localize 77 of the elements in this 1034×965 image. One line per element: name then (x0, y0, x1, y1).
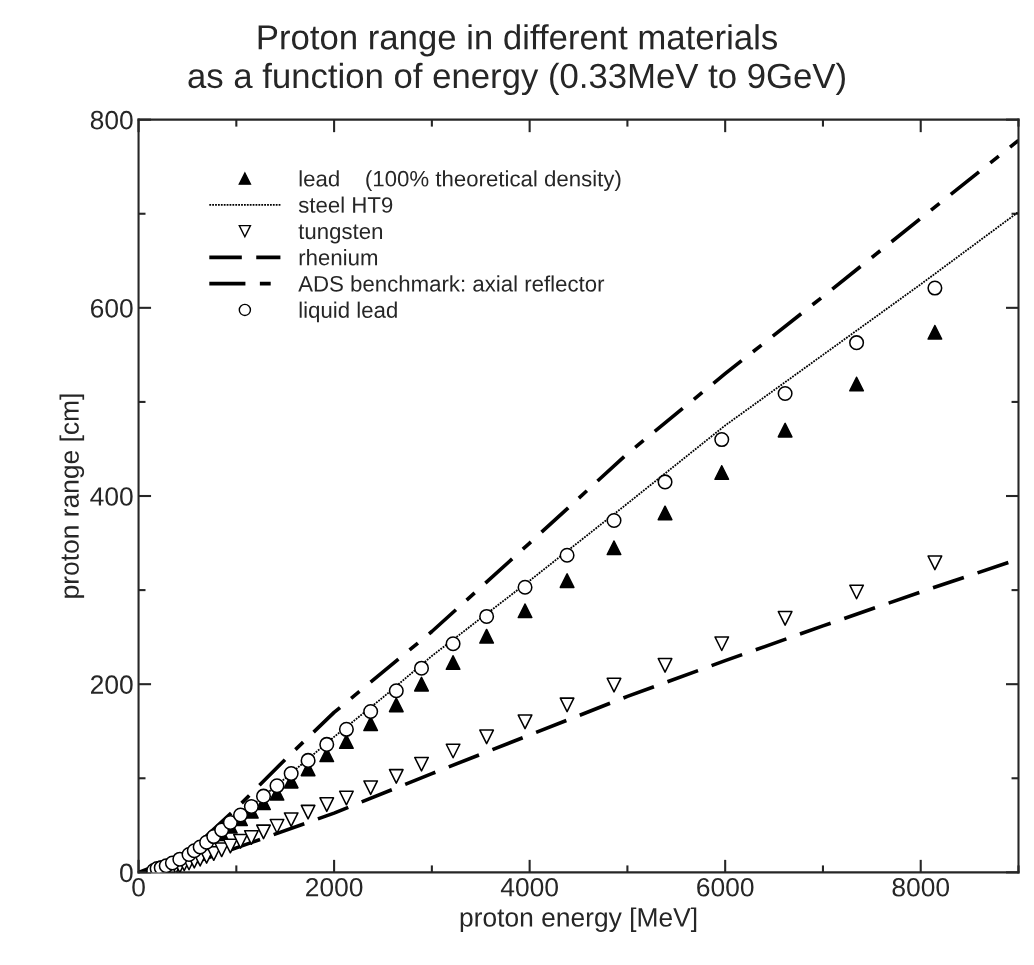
legend-label: lead (100% theoretical density) (299, 170, 621, 191)
point (777, 610, 793, 626)
point (319, 736, 335, 752)
point (777, 385, 793, 401)
point (479, 608, 495, 624)
legend-label: tungsten (298, 224, 383, 244)
point (927, 280, 943, 296)
chart-title: Proton range in different materials (258, 24, 777, 57)
y-tick-label: 600 (91, 298, 133, 318)
point (517, 714, 533, 730)
point (283, 766, 299, 782)
legend-label: ADS benchmark: axial reflector (298, 275, 605, 292)
point (479, 729, 495, 745)
x-tick-label: 2000 (306, 877, 363, 897)
point (413, 756, 430, 772)
point (243, 798, 259, 815)
point (388, 683, 404, 699)
point (479, 628, 495, 644)
point (714, 636, 730, 652)
point (413, 660, 430, 676)
point (606, 677, 622, 693)
point (559, 573, 575, 589)
point (559, 547, 575, 563)
point (300, 752, 316, 768)
point (657, 474, 673, 490)
point (243, 830, 259, 846)
y-tick-label: 0 (120, 863, 133, 883)
point (255, 824, 272, 840)
point (232, 833, 249, 849)
point (363, 716, 379, 732)
point (445, 655, 461, 671)
y-tick-label: 200 (91, 675, 133, 695)
point (388, 697, 404, 713)
point (300, 804, 316, 820)
point (714, 432, 730, 448)
point (338, 721, 354, 737)
x-tick-label: 4000 (500, 877, 558, 897)
legend-label: liquid lead (299, 301, 397, 323)
point (927, 555, 943, 571)
point (363, 703, 379, 720)
point (222, 814, 238, 831)
point (269, 778, 285, 794)
chart-subtitle: as a function of energy (0.33MeV to 9GeV) (188, 62, 845, 96)
y-axis-title: proton range [cm] (59, 394, 85, 598)
point (388, 768, 404, 784)
point (338, 790, 354, 806)
point (338, 734, 354, 750)
x-tick-label: 6000 (697, 877, 754, 897)
point (413, 676, 430, 692)
point (517, 579, 533, 595)
point (606, 540, 622, 556)
x-axis-title: proton energy [MeV] (460, 907, 697, 932)
point (363, 780, 379, 796)
point (559, 697, 575, 713)
y-tick-label: 800 (90, 110, 133, 130)
point (269, 818, 285, 834)
point (255, 788, 272, 804)
point (849, 376, 865, 392)
point (445, 636, 461, 652)
point (606, 512, 622, 529)
point (445, 743, 461, 759)
point (849, 335, 865, 351)
legend-label: steel HT9 (298, 196, 393, 213)
x-tick-label: 8000 (892, 877, 950, 897)
point (319, 797, 335, 813)
point (232, 807, 249, 823)
point (927, 324, 943, 340)
point (657, 657, 673, 673)
point (777, 422, 793, 438)
point (849, 584, 865, 600)
point (657, 505, 673, 521)
y-tick-label: 400 (90, 487, 133, 506)
point (283, 812, 299, 828)
legend-label: rhenium (299, 249, 378, 266)
point (222, 838, 238, 854)
point (517, 603, 533, 619)
point (714, 464, 730, 481)
